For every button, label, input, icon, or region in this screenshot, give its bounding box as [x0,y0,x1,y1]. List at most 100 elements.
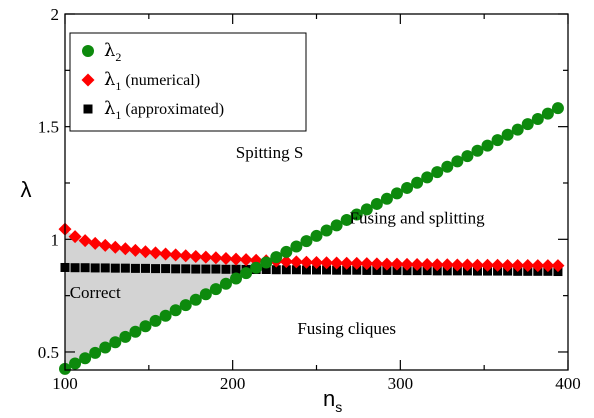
point-lambda2 [360,203,373,216]
point-lambda1_approx [221,264,231,274]
point-lambda2 [330,219,343,232]
point-lambda1_num [350,256,364,270]
point-lambda1_num [340,256,354,270]
point-lambda1_num [78,234,92,248]
point-lambda1_approx [70,263,80,273]
point-lambda1_num [460,258,474,272]
point-lambda1_num [138,245,152,259]
point-lambda1_num [501,258,515,272]
point-lambda2 [300,235,313,248]
point-lambda2 [401,181,414,194]
point-lambda1_num [239,253,253,267]
y-tick-label: 2 [51,5,60,24]
point-lambda1_num [511,258,525,272]
legend-box [69,32,307,132]
point-lambda2 [280,245,293,258]
region-annotation: Fusing and splitting [350,209,486,228]
point-lambda2 [290,240,303,253]
x-tick-label: 400 [555,374,581,393]
point-lambda2 [310,229,323,242]
point-lambda1_approx [100,263,110,273]
point-lambda1_num [169,248,183,262]
point-lambda2 [551,102,564,115]
legend-marker-lambda1_num [81,73,95,87]
point-lambda2 [411,176,424,189]
point-lambda1_approx [301,265,311,275]
plot-frame [64,13,569,371]
point-lambda1_num [219,251,233,265]
point-lambda2 [320,224,333,237]
point-lambda2 [421,171,434,184]
point-lambda2 [390,187,403,200]
point-lambda1_num [491,258,505,272]
legend-marker-lambda1_approx [83,104,93,114]
point-lambda2 [541,107,554,120]
point-lambda1_approx [352,265,362,275]
region-annotation: Correct [70,283,121,302]
point-lambda1_approx [130,263,140,273]
point-lambda2 [149,314,162,327]
legend-label-lambda2: λ2 [104,40,121,64]
point-lambda1_approx [291,265,301,275]
point-lambda2 [340,213,353,226]
point-lambda1_approx [322,265,332,275]
point-lambda1_num [229,252,243,266]
point-lambda2 [370,197,383,210]
point-lambda2 [139,320,152,333]
point-lambda1_num [551,259,565,273]
y-tick-label: 1 [51,230,60,249]
point-lambda2 [501,128,514,141]
point-lambda1_approx [201,264,211,274]
point-lambda2 [481,139,494,152]
legend-label-lambda1_approx: λ1 (approximated) [104,98,224,122]
point-lambda2 [531,112,544,125]
point-lambda1_num [199,250,213,264]
point-lambda2 [219,277,232,290]
point-lambda1_num [189,249,203,263]
point-lambda1_num [209,251,223,265]
point-lambda1_num [159,247,173,261]
point-lambda2 [521,118,534,131]
point-lambda1_num [149,246,163,260]
point-lambda1_num [299,255,313,269]
point-lambda2 [109,336,122,349]
point-lambda1_num [108,240,122,254]
point-lambda1_num [128,243,142,257]
point-lambda1_num [279,255,293,269]
point-lambda2 [119,330,132,343]
point-lambda2 [471,144,484,157]
point-lambda1_approx [332,265,342,275]
point-lambda1_num [481,258,495,272]
point-lambda1_num [390,257,404,271]
point-lambda2 [250,261,263,274]
point-lambda1_num [330,256,344,270]
y-tick-label: 1.5 [38,118,59,137]
x-tick-label: 300 [388,374,414,393]
point-lambda1_approx [362,265,372,275]
x-tick-label: 100 [52,374,78,393]
series-lambda2 [59,102,564,375]
point-lambda2 [129,325,142,338]
point-lambda1_num [430,258,444,272]
point-lambda1_num [410,258,424,272]
point-lambda2 [451,155,464,168]
legend-label-lambda1_num: λ1 (numerical) [104,69,200,93]
point-lambda1_approx [231,264,241,274]
point-lambda1_approx [372,265,382,275]
point-lambda2 [209,283,222,296]
point-lambda1_approx [140,263,150,273]
series-layer [58,102,565,375]
point-lambda1_num [179,249,193,263]
x-tick-label: 200 [220,374,246,393]
point-lambda2 [441,160,454,173]
point-lambda1_num [450,258,464,272]
point-lambda1_approx [181,264,191,274]
point-lambda1_num [88,236,102,250]
region-annotation: Spitting S [236,143,304,162]
point-lambda1_num [68,230,82,244]
point-lambda1_num [98,238,112,252]
point-lambda1_num [360,257,374,271]
point-lambda2 [159,309,172,322]
point-lambda2 [169,304,182,317]
